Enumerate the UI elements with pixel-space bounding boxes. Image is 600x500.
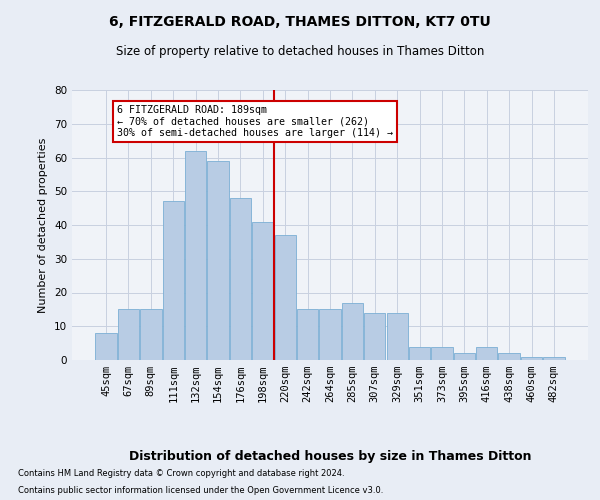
Bar xyxy=(118,310,139,360)
Bar xyxy=(342,302,363,360)
Bar xyxy=(431,346,452,360)
Bar xyxy=(230,198,251,360)
Bar xyxy=(386,313,408,360)
Bar xyxy=(543,356,565,360)
Bar xyxy=(140,310,161,360)
Bar xyxy=(319,310,341,360)
Bar xyxy=(297,310,318,360)
Text: Distribution of detached houses by size in Thames Ditton: Distribution of detached houses by size … xyxy=(129,450,531,463)
Bar xyxy=(163,202,184,360)
Text: 6, FITZGERALD ROAD, THAMES DITTON, KT7 0TU: 6, FITZGERALD ROAD, THAMES DITTON, KT7 0… xyxy=(109,15,491,29)
Text: Contains HM Land Registry data © Crown copyright and database right 2024.: Contains HM Land Registry data © Crown c… xyxy=(18,468,344,477)
Bar xyxy=(409,346,430,360)
Y-axis label: Number of detached properties: Number of detached properties xyxy=(38,138,49,312)
Bar xyxy=(364,313,385,360)
Bar xyxy=(95,333,117,360)
Bar xyxy=(275,235,296,360)
Text: Contains public sector information licensed under the Open Government Licence v3: Contains public sector information licen… xyxy=(18,486,383,495)
Bar xyxy=(252,222,274,360)
Text: Size of property relative to detached houses in Thames Ditton: Size of property relative to detached ho… xyxy=(116,45,484,58)
Text: 6 FITZGERALD ROAD: 189sqm
← 70% of detached houses are smaller (262)
30% of semi: 6 FITZGERALD ROAD: 189sqm ← 70% of detac… xyxy=(117,105,393,138)
Bar xyxy=(185,151,206,360)
Bar xyxy=(454,353,475,360)
Bar xyxy=(499,353,520,360)
Bar xyxy=(208,161,229,360)
Bar xyxy=(521,356,542,360)
Bar xyxy=(476,346,497,360)
